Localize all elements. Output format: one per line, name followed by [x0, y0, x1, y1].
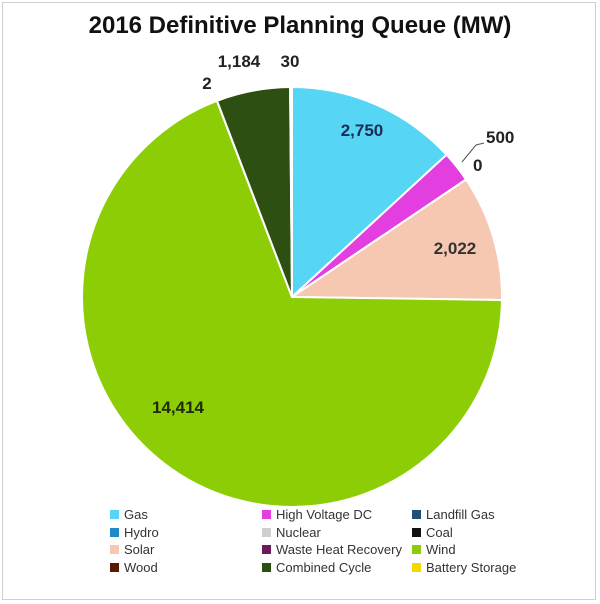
legend-item-high-voltage-dc: High Voltage DC — [262, 507, 372, 523]
pie-slice-gas — [291, 85, 448, 300]
legend-swatch — [110, 527, 119, 537]
data-label-combined-cycle: 1,184 — [218, 52, 261, 71]
legend-label: Solar — [124, 542, 155, 557]
legend-item-wood: Wood — [110, 560, 158, 576]
legend-label: Gas — [124, 507, 148, 522]
legend-label: Landfill Gas — [426, 507, 495, 522]
pie-slice-solar — [288, 178, 503, 301]
legend-item-hydro: Hydro — [110, 525, 159, 541]
legend-item-gas: Gas — [110, 507, 148, 523]
legend-label: Coal — [426, 524, 453, 540]
legend-item-combined-cycle: Combined Cycle — [262, 560, 371, 576]
legend-label: Wind — [426, 542, 456, 557]
legend-label: High Voltage DC — [276, 507, 373, 522]
pie-slices — [81, 85, 503, 508]
legend-item-waste-heat-recovery: Waste Heat Recovery — [262, 542, 402, 558]
legend-item-landfill-gas: Landfill Gas — [412, 507, 495, 523]
legend-swatch — [412, 562, 421, 572]
legend-swatch — [262, 562, 271, 572]
legend-swatch — [262, 510, 271, 519]
legend-label: Hydro — [124, 524, 159, 540]
data-label-gas: 2,750 — [341, 121, 384, 140]
legend-label: Wood — [124, 559, 158, 575]
legend-swatch — [110, 562, 119, 572]
data-label-solar: 2,022 — [434, 239, 477, 258]
legend-label: Battery Storage — [426, 559, 517, 575]
legend-swatch — [412, 510, 421, 519]
data-label-battery-storage: 30 — [281, 52, 300, 71]
chart-title: 2016 Definitive Planning Queue (MW) — [88, 12, 512, 39]
legend-swatch — [412, 545, 421, 554]
data-label-wind: 14,414 — [152, 398, 205, 417]
legend-label: Combined Cycle — [276, 559, 372, 575]
legend-item-battery-storage: Battery Storage — [412, 560, 516, 576]
legend-item-nuclear: Nuclear — [262, 525, 321, 541]
legend-label: Nuclear — [276, 524, 321, 540]
data-label-landfill-gas: 0 — [473, 156, 482, 175]
pie-slice-battery-storage — [289, 85, 293, 298]
legend-label: Waste Heat Recovery — [276, 542, 402, 557]
legend-swatch — [412, 527, 421, 537]
legend-swatch — [110, 510, 119, 519]
legend-swatch — [262, 527, 271, 537]
legend-item-solar: Solar — [110, 542, 154, 558]
data-label-high-voltage-dc: 500 — [486, 128, 514, 147]
legend-swatch — [262, 545, 271, 554]
legend-item-coal: Coal — [412, 525, 453, 541]
legend-swatch — [110, 545, 119, 554]
chart-legend: Gas High Voltage DC Landfill Gas Hydro Nucle… — [110, 507, 530, 599]
leader-line-high-voltage-dc — [461, 142, 485, 163]
pie-slice-wind — [81, 99, 503, 508]
legend-item-wind: Wind — [412, 542, 456, 558]
data-label-wood: 2 — [202, 74, 211, 93]
